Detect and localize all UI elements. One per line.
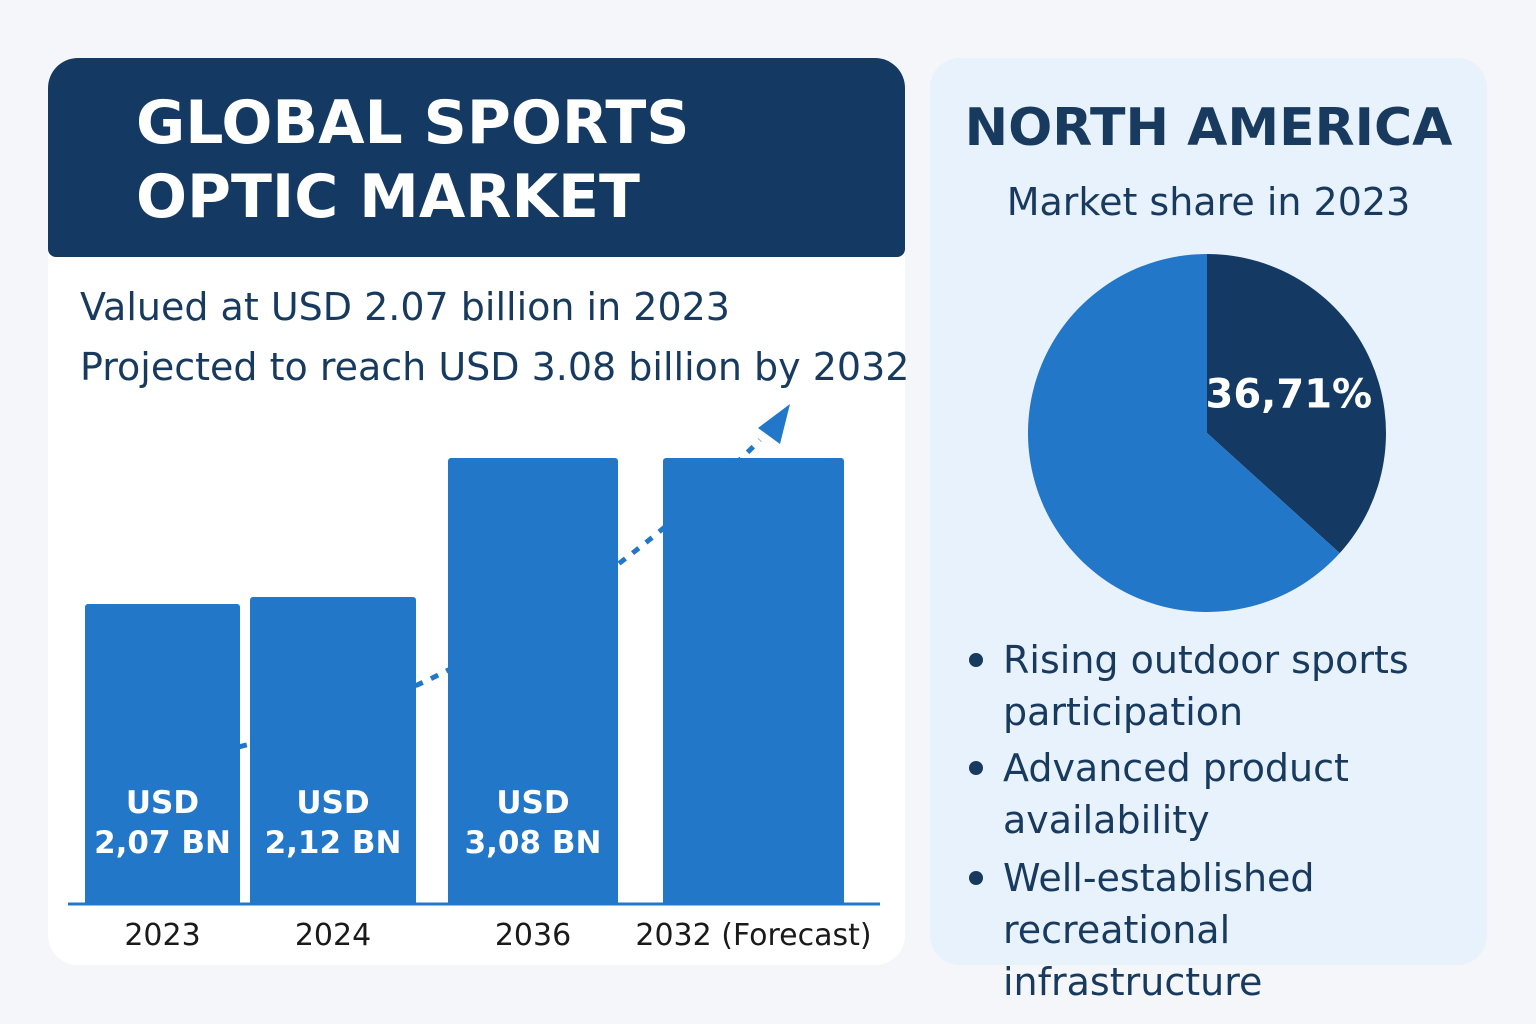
value-label: USD 2,12 BN [264,785,402,861]
bar [250,596,416,903]
value-label: 36,71% [1206,372,1373,418]
trend-line [121,438,762,771]
annotation: Projected to reach USD 3.08 billion by 2… [80,345,910,389]
bullet: Well-established recreational infrastruc… [1003,856,1315,1004]
bar [448,458,618,903]
value-label: USD 3,08 BN [464,785,602,861]
title-line: OPTIC MARKET [136,162,640,232]
bullet: Advanced product availability [1003,746,1349,842]
bullet: Rising outdoor sports participation [1003,638,1409,734]
x-tick-label: 2023 [124,918,201,953]
value-label: USD 2,07 BN [94,785,231,861]
bullet-dot [969,653,983,667]
region-subtitle: Market share in 2023 [1006,180,1411,224]
annotation: Valued at USD 2.07 billion in 2023 [80,285,730,329]
bullet-dot [969,761,983,775]
bar [663,458,844,903]
bullet-dot [969,871,983,885]
x-tick-label: 2032 (Forecast) [635,918,872,953]
region-title: NORTH AMERICA [964,98,1453,158]
pie-slice [1028,254,1340,612]
header [48,58,905,257]
x-tick-label: 2024 [294,918,372,953]
pie-slice [1207,254,1386,554]
arrow-head [758,404,790,444]
bar [85,603,240,903]
x-tick-label: 2036 [494,918,572,953]
title-line: GLOBAL SPORTS [136,88,690,158]
